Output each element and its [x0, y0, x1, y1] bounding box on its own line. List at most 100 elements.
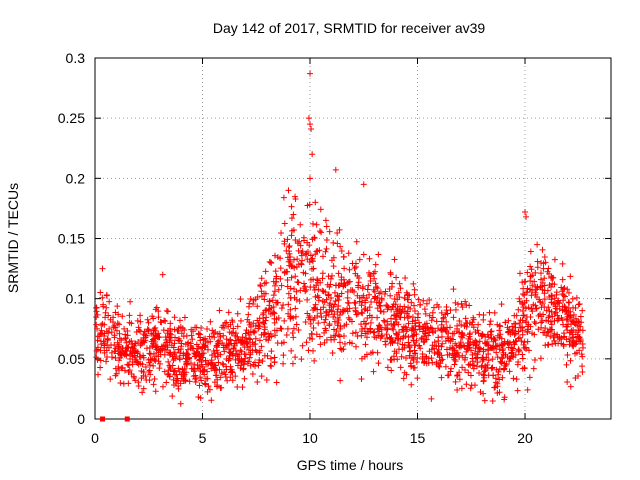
data-point — [218, 384, 225, 391]
data-point — [486, 309, 493, 316]
data-point — [452, 306, 459, 313]
data-point — [120, 349, 127, 356]
data-point — [569, 295, 576, 302]
data-point — [476, 311, 483, 318]
data-points — [93, 70, 586, 422]
data-point — [440, 315, 447, 322]
data-point — [121, 325, 128, 332]
data-point — [204, 388, 211, 395]
data-point — [234, 383, 241, 390]
data-point — [543, 307, 550, 314]
data-point — [362, 297, 369, 304]
data-point — [453, 372, 460, 379]
data-point — [232, 330, 239, 337]
data-point — [318, 229, 325, 236]
data-point — [445, 372, 452, 379]
zero-marker — [100, 416, 106, 422]
data-point — [499, 347, 506, 354]
data-point — [448, 365, 455, 372]
data-point — [554, 317, 561, 324]
data-point — [438, 374, 445, 381]
data-point — [534, 258, 541, 265]
data-point — [426, 312, 433, 319]
data-point — [261, 326, 268, 333]
data-point — [311, 235, 318, 242]
data-point — [252, 363, 259, 370]
data-point — [514, 387, 521, 394]
data-point — [353, 238, 360, 245]
data-point — [426, 297, 433, 304]
data-point — [187, 340, 194, 347]
data-point — [438, 309, 445, 316]
data-point — [380, 317, 387, 324]
data-point — [268, 348, 275, 355]
data-point — [286, 243, 293, 250]
data-point — [575, 372, 582, 379]
data-point — [428, 317, 435, 324]
data-point — [359, 283, 366, 290]
data-point — [216, 307, 223, 314]
data-point — [352, 343, 359, 350]
data-point — [404, 291, 411, 298]
data-point — [162, 346, 169, 353]
data-point — [559, 276, 566, 283]
data-point — [159, 383, 166, 390]
data-point — [434, 301, 441, 308]
data-point — [177, 324, 184, 331]
data-point — [227, 374, 234, 381]
data-point — [567, 357, 574, 364]
data-point — [535, 312, 542, 319]
data-point — [548, 321, 555, 328]
data-point — [295, 279, 302, 286]
data-point — [225, 357, 232, 364]
data-point — [212, 354, 219, 361]
data-point — [363, 334, 370, 341]
data-point — [459, 304, 466, 311]
data-point — [306, 259, 313, 266]
data-point — [351, 288, 358, 295]
data-point — [190, 365, 197, 372]
data-point — [399, 341, 406, 348]
data-point — [560, 292, 567, 299]
data-point — [506, 368, 513, 375]
data-point — [292, 193, 299, 200]
data-point — [380, 308, 387, 315]
data-point — [337, 377, 344, 384]
data-point — [311, 287, 318, 294]
data-point — [494, 390, 501, 397]
data-point — [124, 361, 131, 368]
data-point — [369, 349, 376, 356]
data-point — [277, 325, 284, 332]
data-point — [409, 355, 416, 362]
data-point — [273, 379, 280, 386]
data-point — [198, 377, 205, 384]
data-point — [358, 309, 365, 316]
data-point — [437, 360, 444, 367]
data-point — [307, 252, 314, 259]
data-point — [376, 299, 383, 306]
data-point — [396, 313, 403, 320]
data-point — [176, 337, 183, 344]
data-point — [296, 298, 303, 305]
data-point — [290, 211, 297, 218]
data-point — [372, 261, 379, 268]
data-point — [292, 313, 299, 320]
data-point — [398, 310, 405, 317]
data-point — [130, 373, 137, 380]
data-point — [293, 321, 300, 328]
data-point — [99, 265, 106, 272]
data-point — [506, 326, 513, 333]
data-point — [499, 374, 506, 381]
data-point — [495, 371, 502, 378]
data-point — [207, 360, 214, 367]
data-point — [309, 347, 316, 354]
data-point — [500, 366, 507, 373]
data-point — [529, 308, 536, 315]
data-point — [577, 313, 584, 320]
data-point — [196, 363, 203, 370]
data-point — [355, 279, 362, 286]
data-point — [485, 351, 492, 358]
data-point — [579, 340, 586, 347]
data-point — [189, 336, 196, 343]
data-point — [170, 381, 177, 388]
